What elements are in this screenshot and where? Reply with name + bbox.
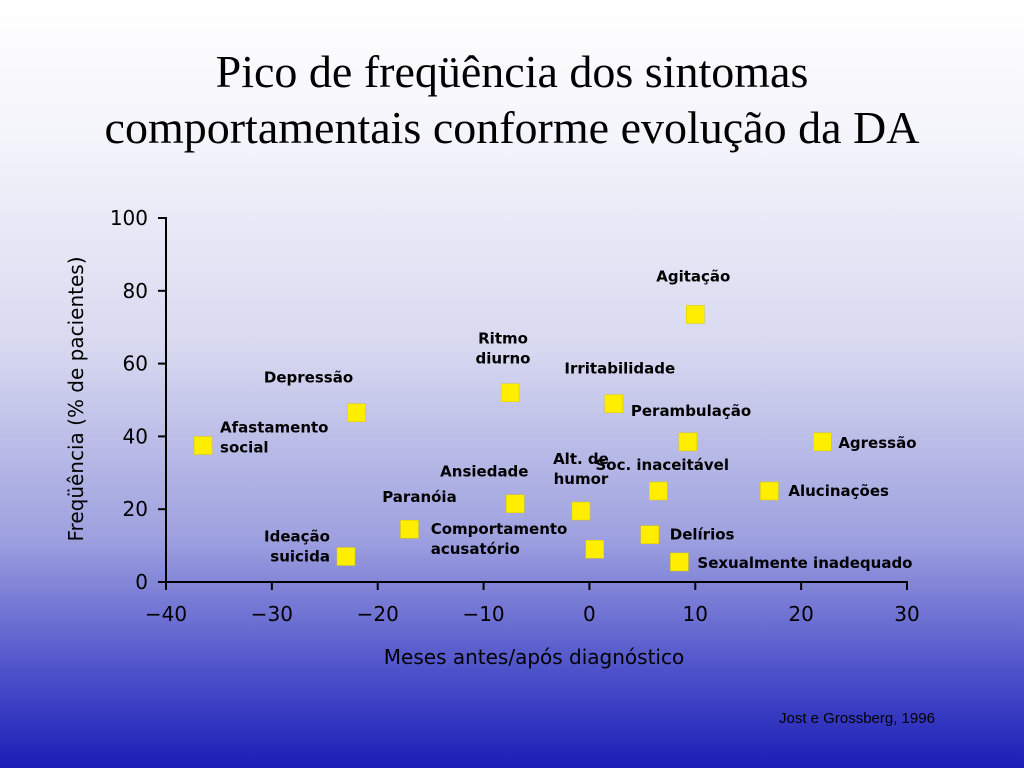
y-tick-label: 80: [123, 279, 148, 303]
data-points: Afastamento social Ideação suicida Depressão…: [193, 267, 917, 572]
point-marker: [571, 501, 591, 521]
y-axis-label: Freqüência (% de pacientes): [64, 256, 88, 541]
point-sexualmente-inadequado: Sexualmente inadequado: [670, 552, 912, 572]
x-tick-label: 10: [683, 602, 708, 626]
x-tick-label: 20: [788, 602, 813, 626]
point-marker: [640, 525, 660, 544]
x-tick-label: 0: [583, 602, 596, 626]
point-label: Sexualmente inadequado: [697, 554, 912, 572]
source-credit: Jost e Grossberg, 1996: [779, 710, 935, 727]
y-tick-label: 0: [135, 570, 148, 594]
point-delirios: Delírios: [640, 525, 735, 544]
point-marker: [400, 519, 419, 539]
point-label: Afastamento social: [220, 419, 328, 457]
point-label: Alucinações: [788, 482, 889, 500]
point-afastamento-social: Afastamento social: [193, 419, 328, 457]
point-depressao: Depressão: [264, 369, 366, 422]
point-marker: [506, 494, 525, 513]
point-agressao: Agressão: [813, 432, 917, 452]
point-label: Comportamento acusatório: [431, 520, 568, 558]
slide-title-line-2: comportamentais conforme evolução da DA: [104, 102, 920, 153]
point-ritmo-diurno: Ritmo diurno: [476, 330, 531, 402]
x-tick-label: 30: [894, 602, 919, 626]
point-marker: [193, 436, 213, 455]
point-label: Agitação: [656, 267, 730, 285]
x-axis-label: Meses antes/após diagnóstico: [384, 645, 684, 669]
point-marker: [648, 481, 668, 501]
x-tick-label: −20: [357, 602, 399, 626]
y-tick-label: 40: [123, 424, 148, 448]
y-tick-label: 20: [123, 497, 148, 521]
point-marker: [678, 432, 698, 452]
point-marker: [760, 481, 779, 501]
point-marker: [686, 305, 705, 324]
point-marker: [336, 547, 356, 566]
point-label: Ansiedade: [440, 463, 528, 481]
point-label: Alt. de humor: [553, 450, 609, 488]
point-label: Delírios: [670, 526, 735, 544]
point-label: Soc. inaceitável: [596, 456, 729, 474]
point-paranoia: Paranóia: [382, 488, 457, 539]
y-tick-label: 100: [110, 206, 148, 230]
point-ansiedade: Ansiedade: [440, 463, 528, 513]
point-label: Agressão: [838, 434, 916, 452]
point-label: Paranóia: [382, 488, 456, 506]
point-label: Ideação suicida: [264, 528, 330, 566]
point-marker: [500, 383, 520, 402]
point-comportamento-acusatorio: Comportamento acusatório: [431, 520, 604, 559]
point-label: Irritabilidade: [564, 360, 675, 378]
point-label: Perambulação: [631, 402, 751, 420]
point-irritabilidade: Irritabilidade: [564, 360, 675, 413]
slide-title-line-1: Pico de freqüência dos sintomas: [215, 46, 809, 97]
slide-title: Pico de freqüência dos sintomas comporta…: [0, 44, 1024, 156]
point-ideacao-suicida: Ideação suicida: [264, 528, 356, 566]
point-marker: [813, 432, 832, 452]
point-marker: [670, 552, 689, 572]
x-tick-label: −10: [462, 602, 504, 626]
point-soc-inaceitavel: Soc. inaceitável: [596, 456, 729, 501]
point-marker: [347, 403, 366, 422]
point-label: Depressão: [264, 369, 353, 387]
point-label: Ritmo diurno: [476, 330, 531, 368]
point-marker: [604, 394, 624, 413]
point-alt-de-humor: Alt. de humor: [553, 450, 609, 521]
point-alucinacoes: Alucinações: [760, 481, 889, 501]
x-tick-label: −40: [145, 602, 187, 626]
point-agitacao: Agitação: [656, 267, 730, 324]
axes: −40 −30 −20 −10 0 10 20 30 0 20 40 60 80 100: [110, 206, 920, 626]
x-tick-label: −30: [251, 602, 293, 626]
y-tick-label: 60: [123, 352, 148, 376]
point-marker: [585, 539, 604, 559]
point-perambulacao: Perambulação: [631, 402, 751, 452]
